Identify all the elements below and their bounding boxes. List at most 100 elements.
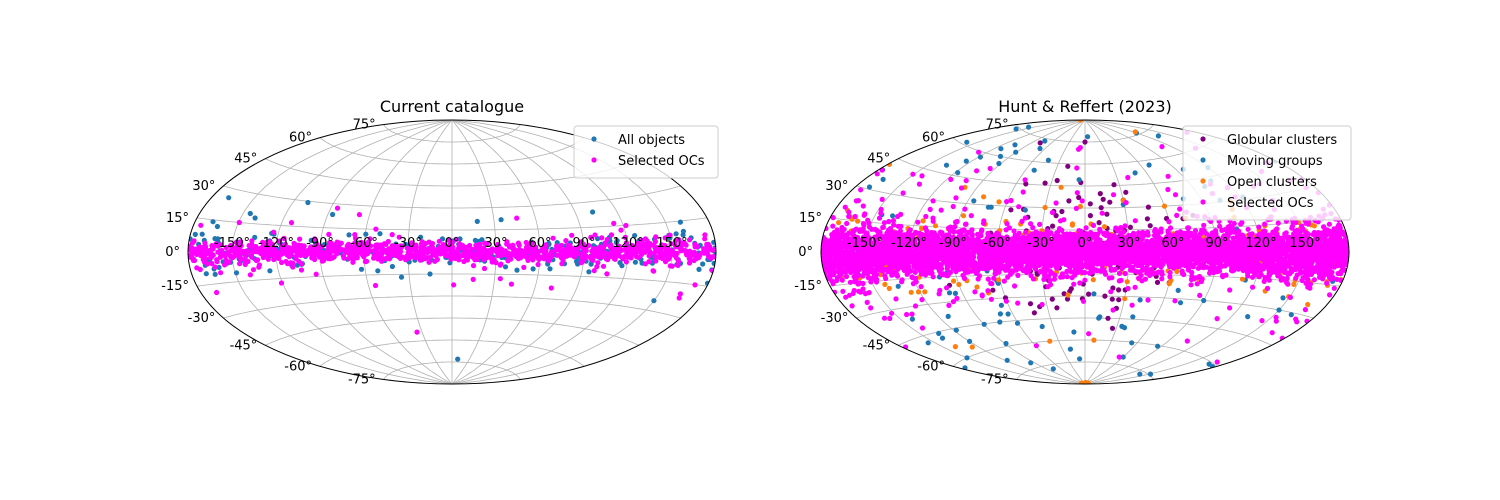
data-point: [331, 245, 337, 251]
data-point: [702, 236, 708, 242]
data-point: [1280, 295, 1286, 301]
data-point: [541, 254, 547, 260]
data-point: [1177, 300, 1184, 306]
data-point: [638, 242, 644, 248]
data-point: [209, 260, 215, 267]
data-point: [238, 239, 244, 245]
data-point: [418, 247, 424, 253]
data-point: [305, 250, 311, 256]
data-point: [1047, 338, 1053, 344]
data-point: [1227, 287, 1233, 293]
data-point: [344, 249, 350, 255]
data-point: [218, 270, 224, 276]
data-point: [1137, 371, 1143, 377]
data-point: [258, 251, 265, 257]
data-point: [292, 244, 298, 250]
data-point: [558, 242, 565, 248]
data-point: [579, 243, 586, 249]
data-point: [264, 248, 270, 254]
data-point: [548, 254, 554, 260]
data-point: [1217, 223, 1223, 229]
data-point: [226, 259, 232, 265]
data-point: [953, 327, 959, 333]
data-point: [398, 274, 405, 280]
data-point: [422, 256, 428, 262]
data-point: [1154, 279, 1161, 285]
data-point: [1122, 223, 1128, 229]
data-point: [398, 245, 404, 251]
data-point: [1003, 298, 1010, 304]
data-point: [192, 231, 198, 237]
data-point: [1013, 126, 1019, 132]
data-point: [1147, 371, 1154, 377]
data-point: [599, 235, 605, 241]
data-point: [909, 316, 916, 322]
data-point: [293, 256, 299, 262]
data-point: [1109, 296, 1115, 302]
data-point: [367, 236, 373, 242]
lon-tick-label: 30°: [484, 236, 507, 251]
data-point: [507, 243, 513, 249]
data-point: [1107, 199, 1113, 205]
data-point: [678, 245, 684, 251]
data-point: [615, 251, 622, 257]
data-point: [470, 276, 476, 282]
data-point: [389, 232, 395, 238]
data-point: [1119, 323, 1125, 329]
data-point: [591, 268, 597, 274]
data-point: [936, 330, 942, 336]
data-point: [1147, 223, 1153, 229]
data-point: [1031, 167, 1037, 173]
data-point: [1097, 314, 1103, 320]
data-point: [284, 245, 290, 251]
data-point: [229, 247, 235, 254]
data-point: [910, 275, 916, 281]
data-point: [617, 260, 623, 266]
data-point: [1161, 203, 1168, 209]
data-point: [1167, 274, 1173, 280]
data-point: [1214, 359, 1220, 365]
data-point: [429, 245, 436, 251]
data-point: [998, 302, 1005, 308]
data-point: [598, 247, 604, 253]
data-point: [413, 248, 419, 254]
data-point: [1245, 314, 1251, 320]
data-point: [623, 222, 629, 229]
data-point: [1004, 357, 1010, 363]
data-point: [299, 261, 305, 267]
data-point: [618, 227, 624, 233]
data-point: [1078, 380, 1085, 384]
lon-tick-label: -90°: [306, 236, 334, 251]
data-point: [945, 313, 951, 319]
data-point: [592, 232, 598, 238]
data-point: [435, 247, 441, 253]
data-point: [202, 254, 208, 261]
data-point: [712, 246, 716, 252]
data-point: [1167, 270, 1173, 276]
data-point: [1174, 212, 1180, 218]
legend-label: All objects: [618, 133, 685, 148]
data-point: [457, 236, 463, 242]
data-point: [214, 223, 220, 230]
data-point: [1049, 296, 1055, 302]
data-point: [1159, 144, 1165, 150]
data-point: [1184, 338, 1190, 344]
data-point: [595, 236, 601, 242]
data-point: [1262, 221, 1268, 227]
data-point: [645, 246, 651, 252]
data-point: [968, 213, 974, 219]
data-point: [653, 258, 659, 264]
data-point: [328, 240, 334, 246]
data-point: [362, 252, 368, 258]
data-point: [588, 234, 594, 240]
data-point: [952, 344, 959, 350]
data-point: [696, 266, 702, 272]
data-point: [286, 254, 292, 260]
data-point: [196, 251, 202, 257]
data-point: [996, 199, 1002, 205]
data-point: [476, 241, 482, 248]
data-point: [1041, 276, 1047, 282]
data-point: [673, 231, 679, 237]
data-point: [535, 261, 541, 268]
